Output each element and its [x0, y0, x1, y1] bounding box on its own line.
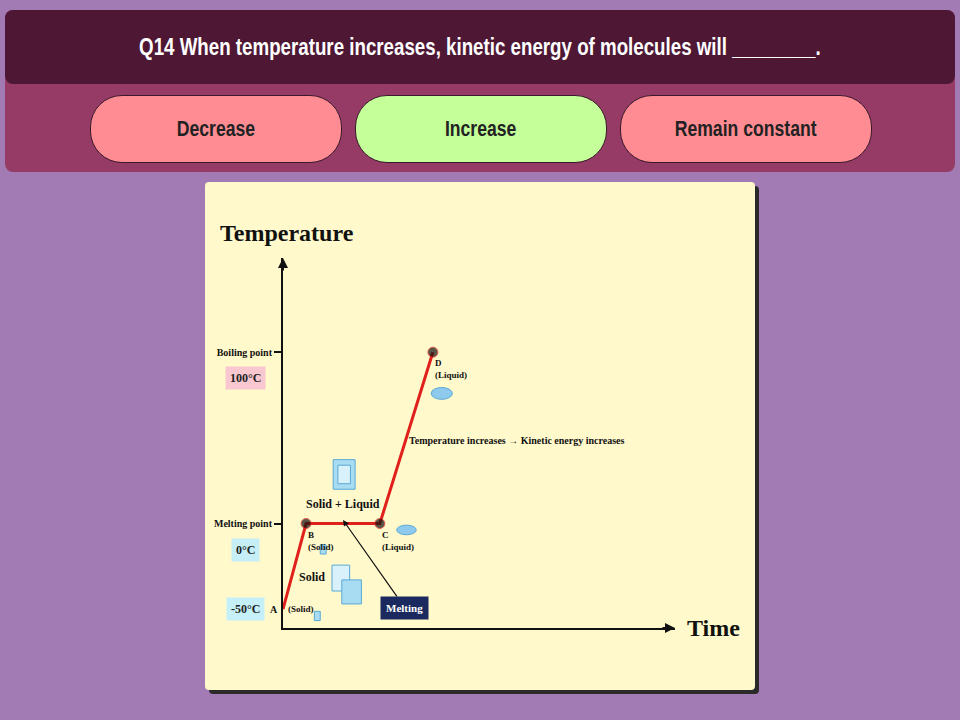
html-text:Increase: Increase — [445, 116, 517, 141]
html-text:Remain constant: Remain constant — [675, 116, 817, 141]
svg-text:B(Solid): B(Solid) — [308, 530, 334, 552]
html-text:Decrease: Decrease — [176, 116, 256, 141]
svg-text:0°C: 0°C — [236, 543, 255, 557]
svg-text:Melting point: Melting point — [214, 518, 273, 529]
svg-text:(Solid): (Solid) — [288, 604, 314, 614]
svg-text:A: A — [270, 604, 278, 615]
svg-text:Time: Time — [687, 615, 740, 641]
svg-text:Solid: Solid — [299, 570, 325, 584]
html-text:Q14 When temperature increases: Q14 When temperature increases, kinetic … — [139, 33, 821, 60]
svg-text:Boiling point: Boiling point — [217, 347, 273, 358]
svg-text:Temperature increases → Kineti: Temperature increases → Kinetic energy i… — [409, 435, 625, 446]
svg-text:-50°C: -50°C — [231, 602, 260, 616]
svg-text:Temperature: Temperature — [220, 220, 354, 246]
svg-text:100°C: 100°C — [230, 371, 261, 385]
svg-text:C(Liquid): C(Liquid) — [382, 530, 414, 552]
svg-text:Solid + Liquid: Solid + Liquid — [306, 497, 380, 511]
svg-text:D(Liquid): D(Liquid) — [435, 358, 467, 380]
svg-text:Melting: Melting — [386, 602, 423, 614]
